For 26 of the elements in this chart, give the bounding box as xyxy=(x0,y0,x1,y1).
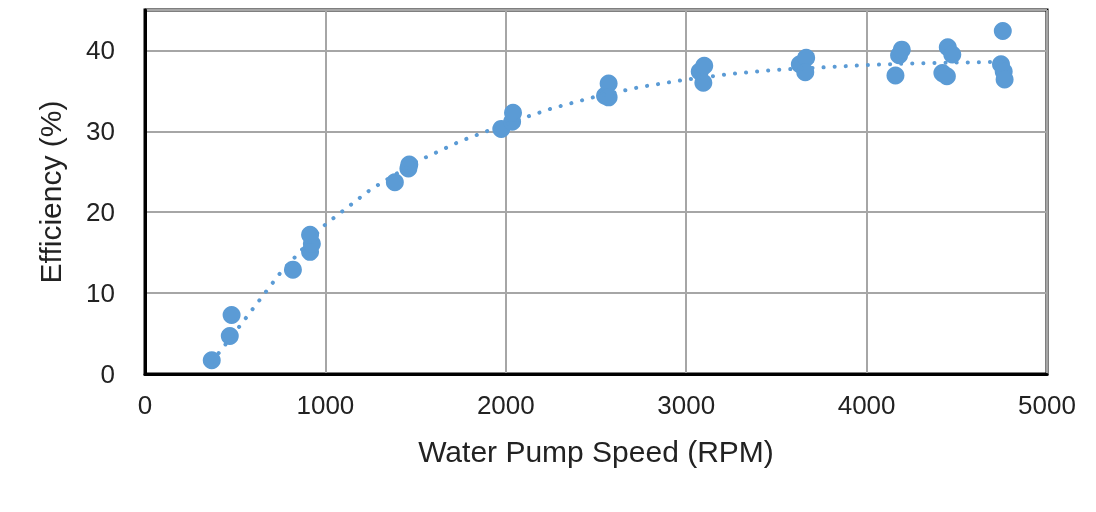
point xyxy=(385,173,404,192)
x-tick-label: 5000 xyxy=(1018,390,1076,420)
point xyxy=(695,56,714,75)
point xyxy=(222,305,241,324)
point xyxy=(694,73,713,92)
point xyxy=(937,67,956,86)
x-tick-label: 4000 xyxy=(837,390,896,420)
y-tick-label: 30 xyxy=(86,116,115,147)
point xyxy=(220,326,239,345)
x-axis-title: Water Pump Speed (RPM) xyxy=(418,434,774,468)
point xyxy=(283,260,302,279)
y-axis-title: Efficiency (%) xyxy=(33,100,67,284)
x-tick-label: 2000 xyxy=(476,390,535,420)
point xyxy=(202,351,221,370)
y-tick-label: 20 xyxy=(86,197,115,228)
y-tick-label: 40 xyxy=(86,35,115,66)
point xyxy=(943,45,962,64)
point xyxy=(892,40,911,59)
x-tick-label: 0 xyxy=(137,390,153,420)
x-tick-label: 3000 xyxy=(657,390,716,420)
x-tick-label: 1000 xyxy=(296,390,355,420)
point xyxy=(993,22,1012,41)
y-tick-label: 10 xyxy=(86,278,115,309)
point xyxy=(886,66,905,85)
point xyxy=(796,63,815,82)
y-tick-label: 0 xyxy=(100,359,115,389)
